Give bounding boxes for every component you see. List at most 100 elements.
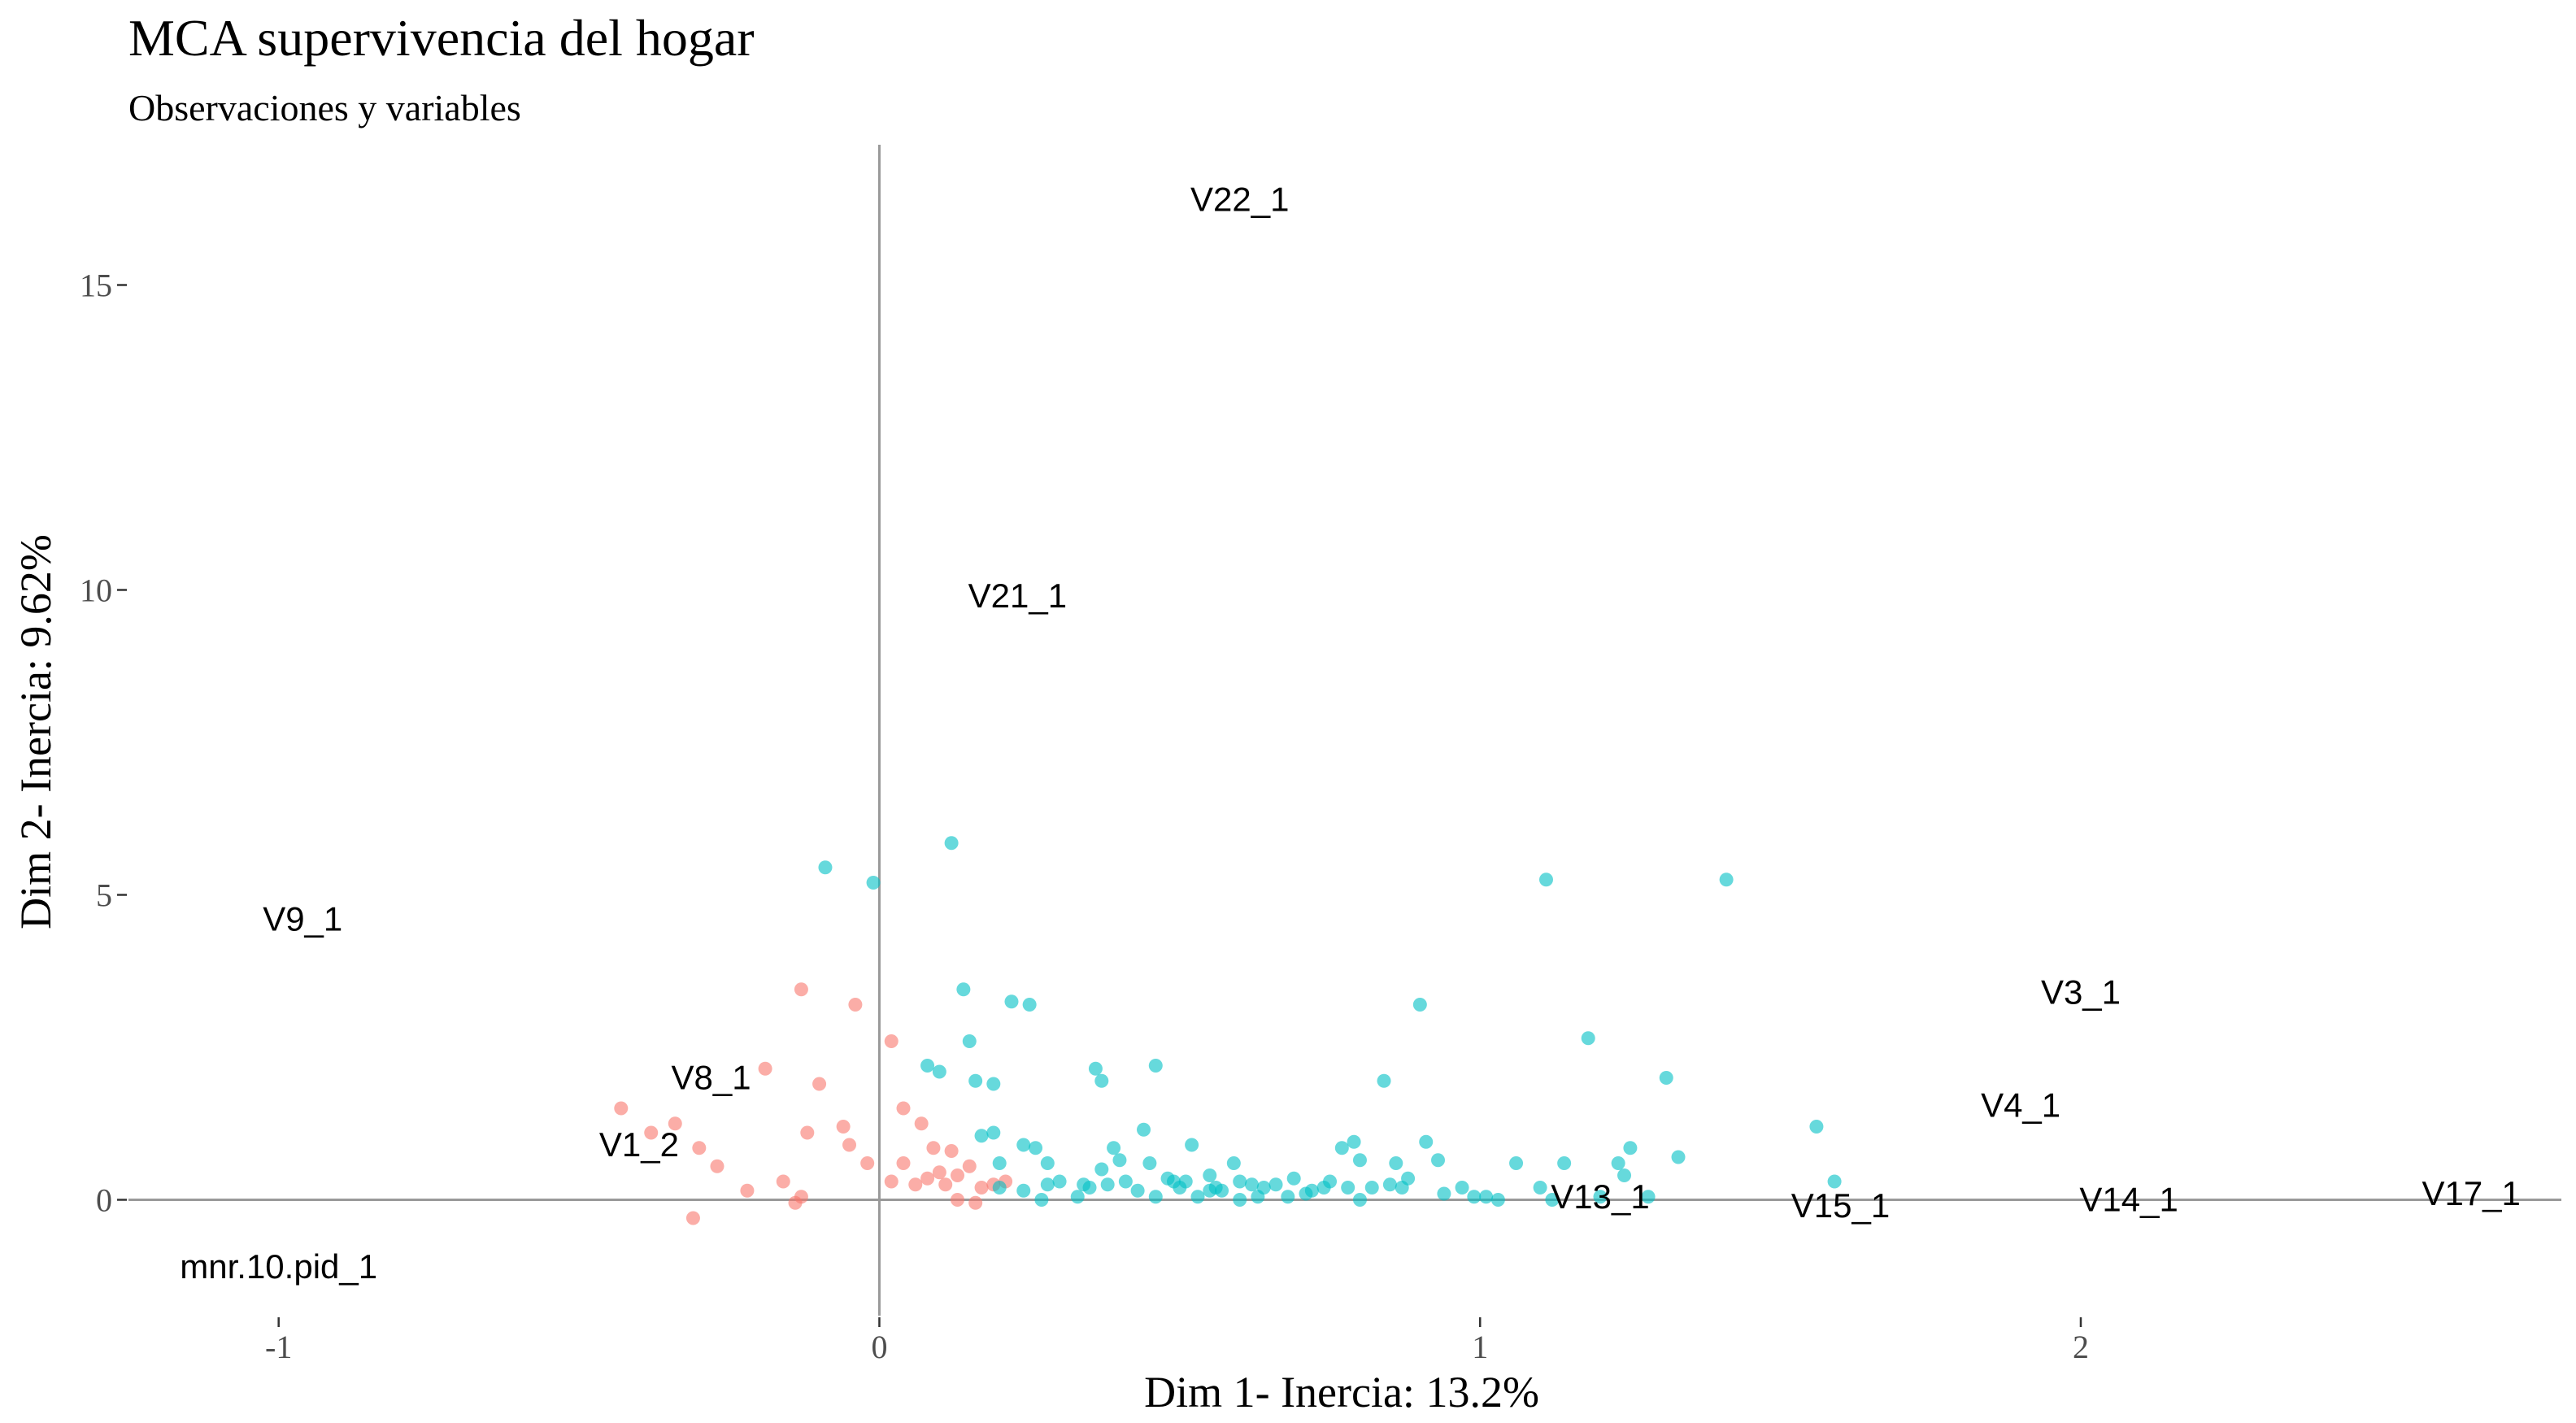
- observation-point: [896, 1156, 911, 1170]
- variable-label: V1_2: [599, 1125, 679, 1164]
- variable-label: V13_1: [1551, 1177, 1649, 1216]
- variable-label: V21_1: [968, 577, 1067, 615]
- variable-label: V17_1: [2422, 1174, 2520, 1212]
- observation-point: [1088, 1061, 1103, 1076]
- observation-point: [1016, 1138, 1031, 1152]
- observation-point: [614, 1101, 629, 1116]
- observation-point: [938, 1177, 953, 1192]
- variable-label: V4_1: [1981, 1086, 2060, 1124]
- x-tick-label: 0: [871, 1329, 887, 1365]
- observation-point: [932, 1165, 946, 1180]
- observation-point: [1118, 1174, 1133, 1189]
- observation-point: [950, 1193, 964, 1207]
- observation-point: [944, 1144, 959, 1158]
- observation-point: [1419, 1134, 1434, 1149]
- observation-point: [974, 1181, 989, 1195]
- observation-point: [1299, 1186, 1313, 1201]
- observation-point: [986, 1077, 1001, 1091]
- observation-point: [956, 982, 971, 997]
- observation-point: [1671, 1150, 1686, 1164]
- observation-point: [1659, 1071, 1673, 1085]
- observation-point: [962, 1034, 977, 1048]
- observation-point: [920, 1059, 935, 1073]
- observation-point: [842, 1138, 857, 1152]
- observation-point: [1112, 1153, 1127, 1168]
- variable-labels: V22_1 V21_1 V9_1 V3_1 V4_1 V8_1 V1_2 V13_1 V15_1…: [180, 181, 2521, 1286]
- observation-point: [1040, 1177, 1055, 1192]
- x-tick-label: 1: [1472, 1329, 1488, 1365]
- observation-point: [1190, 1190, 1205, 1204]
- observation-point: [1377, 1073, 1391, 1088]
- observation-point: [986, 1125, 1001, 1140]
- observation-point: [1412, 998, 1427, 1012]
- y-axis-title: Dim 2- Inercia: 9.62%: [11, 534, 60, 929]
- observation-point: [1395, 1181, 1409, 1195]
- y-tick-label: 15: [80, 268, 112, 304]
- observation-point: [1178, 1174, 1193, 1189]
- variable-label: V3_1: [2041, 973, 2121, 1012]
- observation-point: [968, 1195, 983, 1210]
- observation-point: [992, 1181, 1007, 1195]
- observation-point: [1827, 1174, 1842, 1189]
- observation-point: [1352, 1153, 1367, 1168]
- observation-point: [1100, 1177, 1115, 1192]
- observation-point: [1244, 1177, 1259, 1192]
- observation-point: [1137, 1122, 1151, 1137]
- observation-point: [1185, 1138, 1199, 1152]
- observation-point: [860, 1156, 875, 1170]
- observation-point: [1509, 1156, 1524, 1170]
- observation-point: [740, 1183, 755, 1198]
- variable-label: mnr.10.pid_1: [180, 1247, 377, 1286]
- observation-point: [914, 1116, 929, 1131]
- observation-point: [1203, 1183, 1217, 1198]
- variable-label: V9_1: [263, 900, 342, 938]
- observation-point: [944, 836, 959, 851]
- observation-point: [818, 860, 833, 875]
- observation-point: [800, 1125, 815, 1140]
- observation-point: [1347, 1134, 1361, 1149]
- y-tick-label: 5: [96, 877, 112, 914]
- observation-point: [920, 1171, 935, 1186]
- observation-point: [992, 1156, 1007, 1170]
- observation-point: [1268, 1177, 1283, 1192]
- observation-point: [1593, 1190, 1608, 1204]
- observation-point: [1352, 1193, 1367, 1207]
- observation-point: [685, 1211, 700, 1225]
- observation-point: [1719, 873, 1734, 887]
- variable-label: V8_1: [672, 1059, 751, 1097]
- observation-point: [644, 1125, 659, 1140]
- observation-point: [968, 1073, 983, 1088]
- observation-point: [1052, 1174, 1067, 1189]
- observation-point: [1233, 1174, 1247, 1189]
- observation-point: [794, 982, 808, 997]
- observation-point: [1286, 1171, 1301, 1186]
- observation-point: [1623, 1141, 1638, 1155]
- observation-point: [692, 1141, 707, 1155]
- observation-point: [668, 1116, 682, 1131]
- observation-point: [1581, 1031, 1595, 1046]
- observation-point: [1107, 1141, 1121, 1155]
- chart-title: MCA supervivencia del hogar: [128, 9, 755, 67]
- observation-point: [1533, 1181, 1547, 1195]
- observation-point: [848, 998, 863, 1012]
- observation-point: [1040, 1156, 1055, 1170]
- observation-point: [1490, 1193, 1505, 1207]
- observation-point: [788, 1195, 803, 1210]
- observation-point: [1455, 1181, 1469, 1195]
- observation-point: [932, 1064, 946, 1079]
- observation-point: [1617, 1168, 1632, 1182]
- observation-point: [758, 1061, 772, 1076]
- observation-point: [974, 1129, 989, 1143]
- observation-point: [884, 1034, 899, 1048]
- observation-point: [1029, 1141, 1043, 1155]
- observation-point: [1281, 1190, 1295, 1204]
- observation-point: [1611, 1156, 1625, 1170]
- observation-point: [1557, 1156, 1572, 1170]
- observation-point: [1467, 1190, 1482, 1204]
- observation-point: [1382, 1177, 1397, 1192]
- observation-point: [1341, 1181, 1355, 1195]
- observation-point: [776, 1174, 790, 1189]
- observation-point: [812, 1077, 827, 1091]
- observation-point: [1022, 998, 1037, 1012]
- y-tick-label: 10: [80, 572, 112, 609]
